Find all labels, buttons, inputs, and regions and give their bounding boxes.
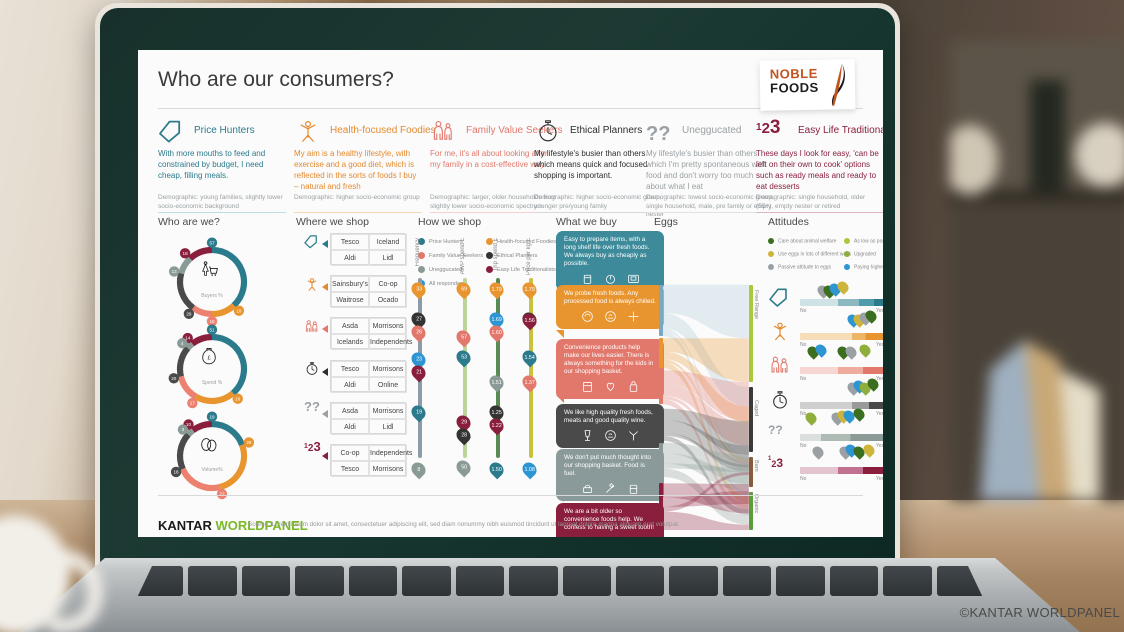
svg-text:3: 3 (182, 427, 185, 432)
svg-text:18: 18 (236, 308, 242, 313)
svg-text:51: 51 (209, 327, 215, 332)
svg-text:13: 13 (172, 269, 178, 274)
svg-text:26: 26 (246, 440, 252, 445)
svg-text:£: £ (207, 356, 211, 362)
svg-text:18: 18 (173, 470, 179, 475)
svg-text:Volume%: Volume% (201, 467, 223, 473)
svg-text:20: 20 (171, 376, 177, 381)
svg-text:57: 57 (209, 240, 215, 245)
svg-text:29: 29 (186, 311, 192, 316)
svg-text:Spend %: Spend % (202, 380, 223, 386)
svg-text:19: 19 (209, 414, 215, 419)
svg-text:4: 4 (181, 341, 184, 346)
svg-text:18: 18 (183, 251, 189, 256)
svg-text:26: 26 (235, 396, 241, 401)
svg-text:17: 17 (190, 401, 196, 406)
svg-text:Buyers %: Buyers % (201, 293, 223, 299)
